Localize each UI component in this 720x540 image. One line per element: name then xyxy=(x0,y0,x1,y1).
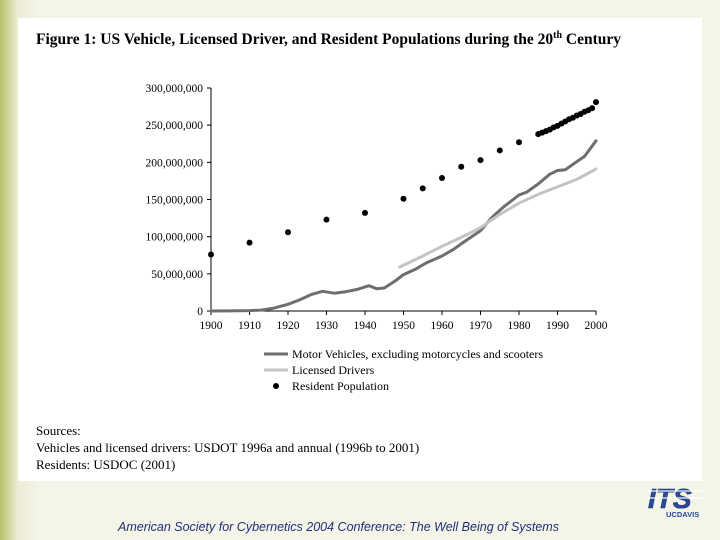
y-tick-label: 300,000,000 xyxy=(146,83,204,95)
population-point xyxy=(593,99,599,106)
population-point xyxy=(285,229,291,236)
population-point xyxy=(477,157,484,164)
population-point xyxy=(246,239,253,246)
x-tick-label: 1940 xyxy=(354,320,377,332)
x-tick-label: 1950 xyxy=(392,320,415,332)
figure-title: Figure 1: US Vehicle, Licensed Driver, a… xyxy=(36,30,702,49)
sources-line-residents: Residents: USDOC (2001) xyxy=(36,457,176,472)
y-tick-label: 100,000,000 xyxy=(146,232,204,244)
x-tick-label: 1900 xyxy=(200,320,223,332)
legend-label-1: Licensed Drivers xyxy=(292,363,375,377)
slide-sheet: Figure 1: US Vehicle, Licensed Driver, a… xyxy=(18,18,702,481)
y-tick-label: 250,000,000 xyxy=(146,120,204,132)
population-point xyxy=(323,216,330,223)
x-tick-label: 1970 xyxy=(469,320,492,332)
chart: 0 50,000,000 100,000,000 150,000,000 200,000… xyxy=(146,83,608,393)
population-point xyxy=(458,163,465,170)
x-tick-label: 1990 xyxy=(546,320,569,332)
sources-line-vehicles: Vehicles and licensed drivers: USDOT 199… xyxy=(36,440,420,455)
figure-title-superscript: th xyxy=(553,30,563,41)
population-point xyxy=(439,174,445,181)
series-line-0 xyxy=(209,139,598,313)
legend-label-0: Motor Vehicles, excluding motorcycles an… xyxy=(292,347,543,361)
population-point xyxy=(516,139,522,146)
y-tick-label: 0 xyxy=(197,306,203,318)
population-point xyxy=(496,147,503,154)
legend-label-2: Resident Population xyxy=(292,379,389,393)
figure-title-suffix: Century xyxy=(562,31,622,49)
y-tick-label: 150,000,000 xyxy=(146,195,204,207)
x-tick-label: 1910 xyxy=(238,320,261,332)
population-point xyxy=(400,195,407,202)
population-point xyxy=(419,185,426,192)
footer-text: American Society for Cybernetics 2004 Co… xyxy=(118,520,559,534)
figure-title-main: Figure 1: US Vehicle, Licensed Driver, a… xyxy=(36,31,554,49)
population-point xyxy=(208,251,214,258)
its-ucdavis-logo: ITS UCDAVIS xyxy=(648,483,704,518)
population-point xyxy=(589,105,596,112)
y-tick-label: 200,000,000 xyxy=(146,157,204,169)
x-tick-label: 1920 xyxy=(277,320,300,332)
y-tick-label: 50,000,000 xyxy=(151,269,203,281)
sources-block: Sources: Vehicles and licensed drivers: … xyxy=(36,422,419,473)
legend-swatch-2 xyxy=(273,383,279,389)
x-tick-label: 1930 xyxy=(315,320,338,332)
series-line-1 xyxy=(398,167,598,269)
chart-axes: 0 50,000,000 100,000,000 150,000,000 200,000… xyxy=(146,83,608,332)
x-tick-label: 1960 xyxy=(431,320,454,332)
svg-text:UCDAVIS: UCDAVIS xyxy=(666,510,699,518)
x-tick-label: 1980 xyxy=(508,320,531,332)
chart-series xyxy=(208,99,599,313)
chart-legend: Motor Vehicles, excluding motorcycles an… xyxy=(264,347,543,393)
population-point xyxy=(362,209,368,216)
sources-heading: Sources: xyxy=(36,423,81,438)
x-tick-label: 2000 xyxy=(585,320,608,332)
